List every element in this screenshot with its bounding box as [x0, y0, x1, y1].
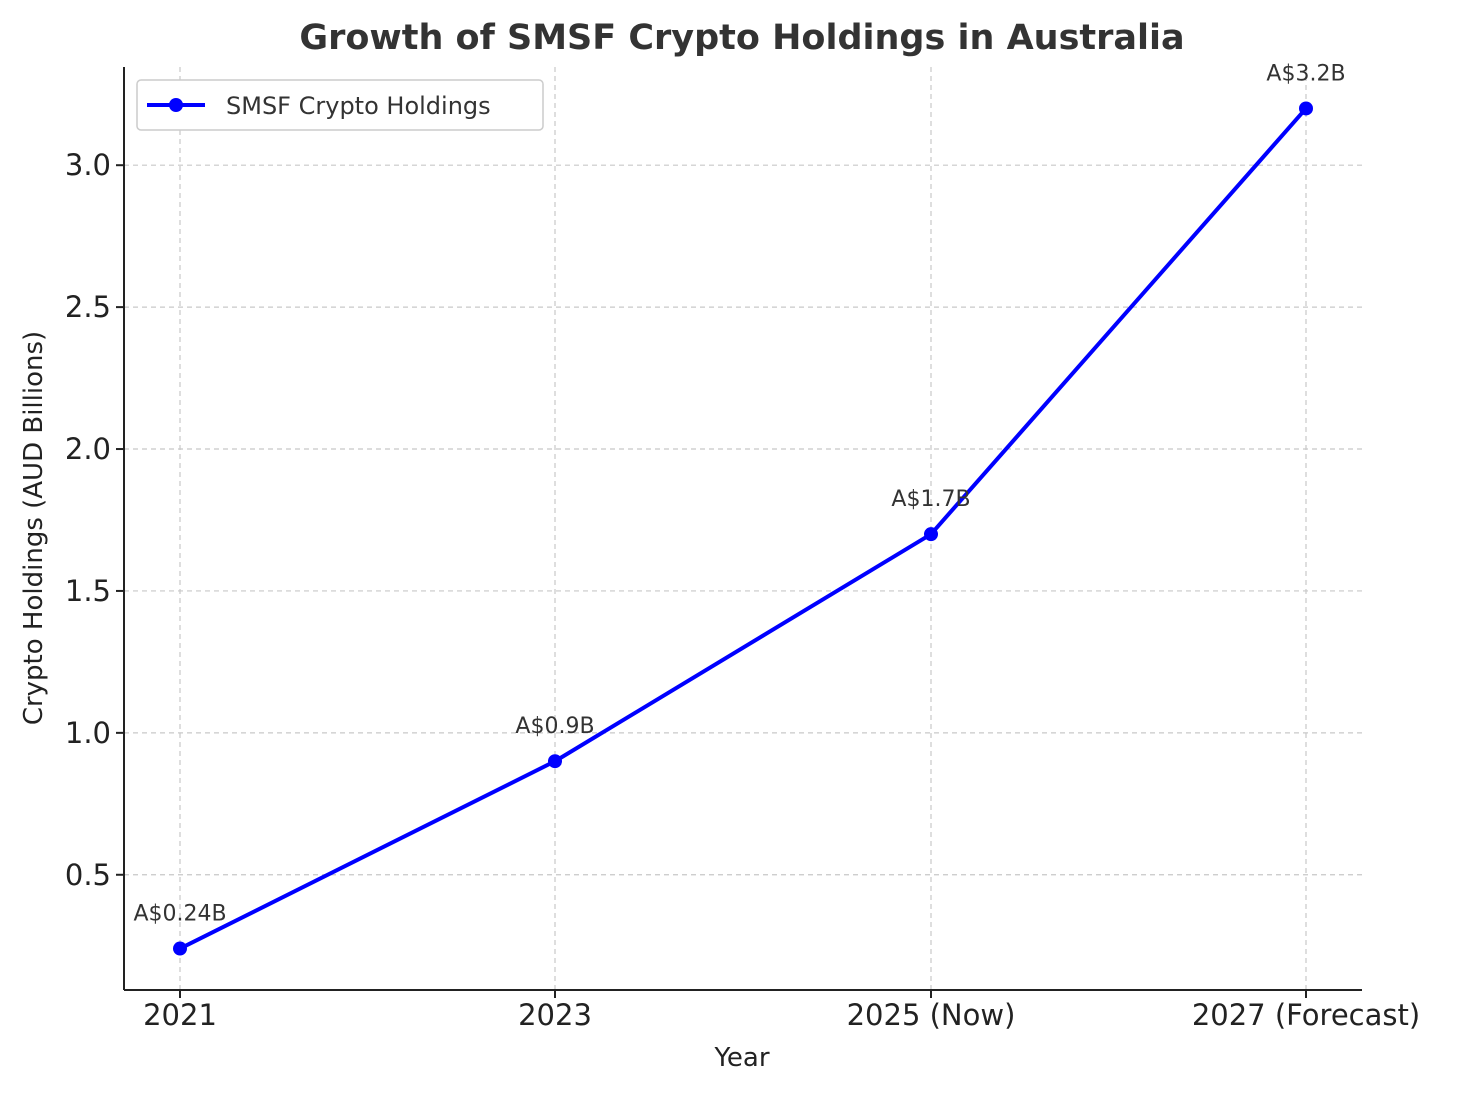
y-tick-label: 0.5 — [65, 858, 111, 892]
x-tick-label: 2021 — [143, 998, 217, 1032]
y-tick-label: 2.5 — [65, 290, 111, 324]
data-labels: A$0.24B A$0.9B A$1.7B A$3.2B — [133, 61, 1345, 926]
y-tick-label: 1.5 — [65, 574, 111, 608]
x-axis-ticks: 2021 2023 2025 (Now) 2027 (Forecast) — [143, 990, 1420, 1032]
y-tick-label: 2.0 — [65, 432, 111, 466]
series-line — [179, 107, 1308, 951]
data-label: A$0.9B — [515, 714, 594, 739]
data-point — [924, 527, 938, 542]
data-label: A$3.2B — [1266, 61, 1345, 86]
series-layer — [173, 101, 1313, 956]
x-axis-label: Year — [713, 1043, 769, 1073]
grid-lines — [124, 67, 1362, 990]
y-axis-label: Crypto Holdings (AUD Billions) — [19, 331, 49, 725]
y-axis-ticks: 0.5 1.0 1.5 2.0 2.5 3.0 — [65, 148, 124, 892]
x-tick-label: 2025 (Now) — [847, 998, 1016, 1032]
data-label: A$1.7B — [891, 487, 970, 512]
legend-box — [136, 79, 544, 131]
legend-entry-label: SMSF Crypto Holdings — [226, 92, 491, 120]
x-tick-label: 2023 — [518, 998, 592, 1032]
data-point — [548, 754, 562, 769]
x-tick-label: 2027 (Forecast) — [1192, 998, 1420, 1032]
y-tick-label: 1.0 — [65, 716, 111, 750]
data-label: A$0.24B — [133, 902, 226, 927]
data-point — [1299, 101, 1313, 116]
chart-title: Growth of SMSF Crypto Holdings in Austra… — [299, 18, 1184, 58]
data-point — [173, 941, 187, 956]
legend: SMSF Crypto Holdings — [136, 79, 544, 131]
legend-marker-swatch — [169, 98, 183, 112]
axes — [123, 67, 1362, 991]
y-tick-label: 3.0 — [65, 148, 111, 182]
